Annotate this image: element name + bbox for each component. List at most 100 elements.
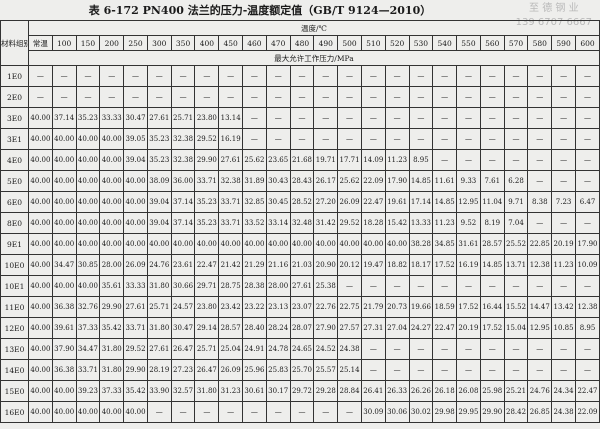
value-cell: 20.19 (551, 233, 576, 255)
group-cell: 6E0 (0, 191, 29, 213)
value-cell: 11.61 (432, 170, 458, 192)
value-cell: — (456, 338, 481, 360)
value-cell: 8.95 (574, 317, 600, 339)
value-cell: — (194, 65, 220, 87)
value-cell: — (527, 86, 553, 108)
value-cell: — (123, 86, 148, 108)
value-cell: — (265, 65, 291, 87)
value-cell: — (360, 86, 386, 108)
value-cell: 28.40 (242, 317, 267, 339)
value-cell: 29.52 (337, 212, 362, 234)
value-cell: 40.00 (99, 401, 125, 423)
value-cell: 7.61 (479, 170, 505, 192)
value-cell: — (337, 401, 362, 423)
value-cell: 10.09 (574, 254, 600, 276)
value-cell: 17.52 (479, 317, 505, 339)
value-cell: — (551, 275, 576, 297)
temp-header: 200 (99, 35, 125, 51)
temp-header: 530 (408, 35, 434, 51)
value-cell: 40.00 (28, 254, 53, 276)
value-cell: 9.52 (456, 212, 481, 234)
value-cell: 40.00 (75, 401, 101, 423)
value-cell: 17.14 (408, 191, 434, 213)
value-cell: 40.00 (51, 170, 77, 192)
value-cell: — (503, 107, 529, 129)
value-cell: 35.23 (75, 107, 101, 129)
value-cell: 33.71 (218, 191, 244, 213)
value-cell: — (265, 401, 291, 423)
value-cell: 15.42 (384, 212, 410, 234)
value-cell: — (123, 65, 148, 87)
value-cell: 35.42 (99, 317, 125, 339)
value-cell: 23.42 (218, 296, 244, 318)
value-cell: — (194, 86, 220, 108)
value-cell: 31.80 (99, 359, 125, 381)
value-cell: 25.83 (265, 359, 291, 381)
group-cell: 14E0 (0, 359, 29, 381)
value-cell: 29.95 (456, 401, 481, 423)
group-cell: 3E1 (0, 128, 29, 150)
value-cell: — (527, 107, 553, 129)
value-cell: — (432, 275, 458, 297)
value-cell: 35.61 (99, 275, 125, 297)
value-cell: 25.14 (337, 359, 362, 381)
value-cell: 33.33 (99, 107, 125, 129)
value-cell: 32.48 (289, 212, 315, 234)
value-cell: 24.34 (551, 380, 576, 402)
value-cell: 19.47 (360, 254, 386, 276)
value-cell: — (313, 128, 339, 150)
value-cell: 30.43 (265, 170, 291, 192)
value-cell: — (551, 128, 576, 150)
value-cell: — (408, 128, 434, 150)
temp-header: 450 (218, 35, 244, 51)
value-cell: 13.42 (551, 296, 576, 318)
value-cell: 26.26 (408, 380, 434, 402)
value-cell: — (527, 65, 553, 87)
value-cell: 22.85 (527, 233, 553, 255)
value-cell: 26.18 (432, 380, 458, 402)
value-cell: 40.00 (28, 338, 53, 360)
value-cell: 40.00 (28, 401, 53, 423)
value-cell: — (503, 65, 529, 87)
value-cell: 32.85 (242, 191, 267, 213)
value-cell: 28.57 (218, 317, 244, 339)
value-cell: 28.24 (265, 317, 291, 339)
value-cell: 24.76 (146, 254, 172, 276)
value-cell: — (384, 86, 410, 108)
value-cell: 29.98 (432, 401, 458, 423)
pressure-label: 最大允许工作压力/MPa (28, 50, 600, 66)
value-cell: — (384, 359, 410, 381)
value-cell: — (360, 275, 386, 297)
value-cell: 30.47 (123, 107, 148, 129)
value-cell: — (479, 149, 505, 171)
value-cell: 34.85 (432, 233, 458, 255)
value-cell: 9.33 (456, 170, 481, 192)
group-cell: 10E1 (0, 275, 29, 297)
value-cell: 37.14 (170, 212, 196, 234)
value-cell: 40.00 (218, 233, 244, 255)
value-cell: — (551, 338, 576, 360)
value-cell: — (551, 170, 576, 192)
value-cell: — (574, 65, 600, 87)
temp-header: 590 (551, 35, 576, 51)
value-cell: 18.17 (408, 254, 434, 276)
value-cell: — (313, 401, 339, 423)
value-cell: — (503, 338, 529, 360)
value-cell: — (146, 401, 172, 423)
value-cell: — (194, 401, 220, 423)
value-cell: 22.76 (313, 296, 339, 318)
value-cell: 37.33 (99, 380, 125, 402)
value-cell: — (313, 107, 339, 129)
value-cell: 40.00 (75, 128, 101, 150)
group-cell: 5E0 (0, 170, 29, 192)
value-cell: 34.47 (75, 338, 101, 360)
value-cell: 39.04 (146, 212, 172, 234)
data-row: 3E1 40.00 40.00 40.00 40.00 39.05 35.23 32.38 29… (0, 128, 600, 150)
group-cell: 16E0 (0, 401, 29, 423)
value-cell: 12.38 (574, 296, 600, 318)
value-cell: 40.00 (75, 275, 101, 297)
value-cell: — (242, 401, 267, 423)
value-cell: 25.62 (242, 149, 267, 171)
value-cell: 18.82 (384, 254, 410, 276)
value-cell: 40.00 (28, 149, 53, 171)
